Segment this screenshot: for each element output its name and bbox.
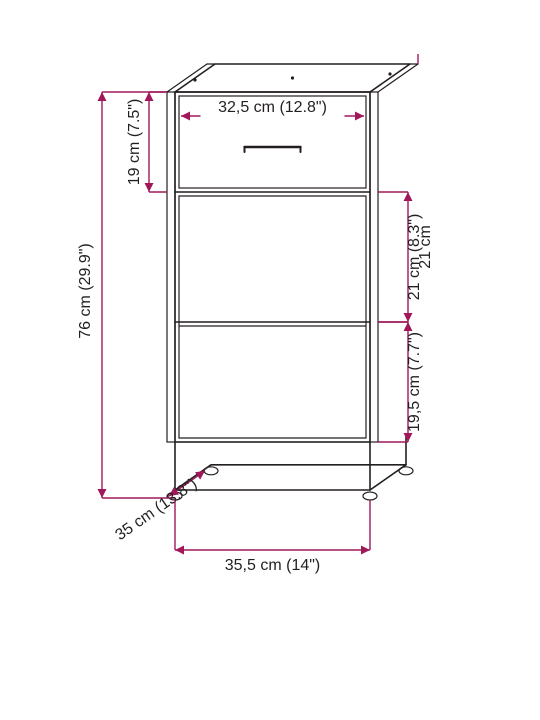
labels.shelf1: 21 cm (8.3") xyxy=(406,214,423,301)
labels.top_width: 32,5 cm (12.8") xyxy=(218,99,327,116)
cabinet-outline xyxy=(167,64,418,500)
labels.total_height: 76 cm (29.9") xyxy=(77,243,94,339)
labels.shelf2: 19,5 cm (7.7") xyxy=(406,332,423,432)
labels.drawer_height: 19 cm (7.5") xyxy=(126,99,143,186)
dimension-diagram: 76 cm (29.9") 19 cm (7.5") 32,5 cm (12.8")… xyxy=(0,0,540,720)
dimensions: 76 cm (29.9") 19 cm (7.5") 32,5 cm (12.8")… xyxy=(77,54,434,574)
labels.depth: 35 cm (13.8") xyxy=(112,475,200,544)
labels.base_width: 35,5 cm (14") xyxy=(225,557,321,574)
